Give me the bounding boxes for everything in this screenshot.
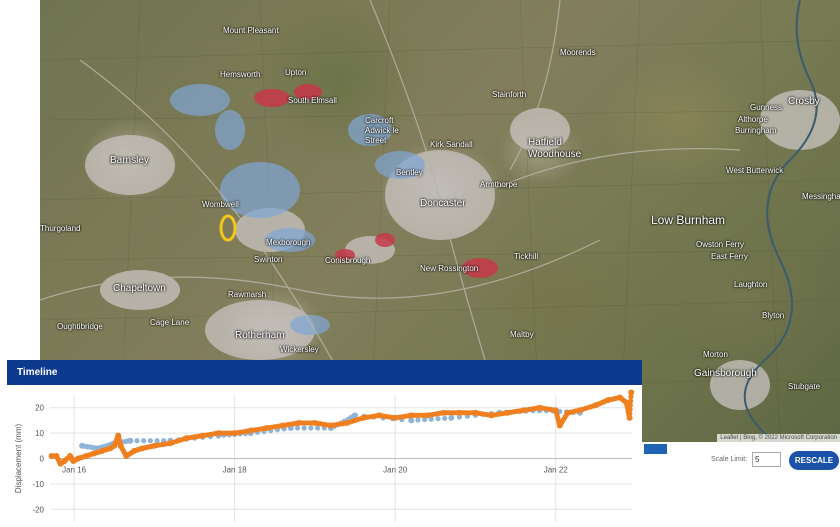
- place-label: Mexborough: [266, 238, 311, 247]
- timeline-panel: Timeline 20 10 0 -10 -20 Jan 16 Jan 18 Jan 20 Ja…: [7, 360, 642, 527]
- data-point: [627, 406, 633, 412]
- y-tick-label: -10: [32, 480, 44, 489]
- place-label: Carcroft Adwick le Street: [365, 116, 399, 145]
- place-label: New Rossington: [420, 264, 479, 273]
- map-attribution[interactable]: Leaflet | Bing, © 2022 Microsoft Corpora…: [717, 434, 840, 442]
- place-label: Blyton: [762, 311, 785, 320]
- place-label: Wombwell: [202, 200, 239, 209]
- legend-color-tab[interactable]: [644, 444, 667, 454]
- place-label: Hemsworth: [220, 70, 261, 79]
- place-label: Chapeltown: [113, 283, 166, 294]
- place-label: Barnsley: [110, 155, 149, 166]
- data-point: [628, 398, 634, 404]
- place-label: East Ferry: [711, 252, 748, 261]
- data-point: [428, 416, 434, 422]
- place-label: Armthorpe: [480, 180, 518, 189]
- place-label: Morton: [703, 350, 728, 359]
- place-label: Bentley: [396, 168, 423, 177]
- data-point: [127, 437, 134, 444]
- data-point: [147, 438, 153, 444]
- place-label: Moorends: [560, 48, 596, 57]
- rescale-button[interactable]: RESCALE: [789, 451, 839, 470]
- data-point: [626, 414, 633, 421]
- place-label: West Butterwick: [726, 166, 784, 175]
- place-label: Cage Lane: [150, 318, 190, 327]
- scale-limit-input[interactable]: [752, 452, 781, 467]
- data-point: [141, 438, 147, 444]
- y-tick-label: 0: [40, 455, 45, 464]
- data-point: [408, 417, 415, 424]
- place-label: Kirk Sandall: [430, 140, 473, 149]
- data-point: [352, 412, 359, 419]
- data-point: [422, 416, 428, 423]
- data-point: [294, 425, 301, 431]
- place-label: Upton: [285, 68, 307, 77]
- place-label: Swinton: [254, 255, 283, 264]
- data-point: [628, 389, 635, 396]
- data-point: [627, 411, 633, 417]
- x-tick-label: Jan 18: [223, 466, 248, 475]
- x-tick-label: Jan 20: [383, 466, 408, 475]
- data-point: [134, 438, 140, 444]
- place-label: Crosby: [788, 96, 820, 107]
- data-point: [456, 414, 463, 420]
- scale-limit-label: Scale Limit:: [711, 456, 748, 463]
- place-label: Tickhill: [514, 252, 539, 261]
- place-label: Gainsborough: [694, 368, 757, 379]
- place-label: Burringham: [735, 126, 777, 135]
- place-label: Low Burnham: [651, 213, 726, 227]
- y-tick-label: 20: [35, 404, 44, 413]
- place-label: Rawmarsh: [228, 290, 267, 299]
- displacement-chart: 20 10 0 -10 -20 Jan 16 Jan 18 Jan 20 Jan 22 Displ…: [14, 389, 635, 522]
- place-label: Conisbrough: [325, 256, 371, 265]
- place-label: South Elmsall: [288, 96, 337, 105]
- data-point: [442, 415, 448, 421]
- place-label: Messingham: [802, 192, 840, 201]
- y-tick-label: -20: [32, 505, 44, 514]
- x-tick-label: Jan 16: [62, 466, 87, 475]
- place-label: Stainforth: [492, 90, 527, 99]
- data-point: [154, 438, 160, 444]
- place-label: Mount Pleasant: [223, 26, 279, 35]
- place-label: Thurgoland: [40, 224, 81, 233]
- place-label: Wickersley: [280, 345, 319, 354]
- data-point: [448, 414, 455, 421]
- timeline-title: Timeline: [7, 360, 642, 385]
- y-axis-label: Displacement (mm): [14, 423, 23, 493]
- place-label: Althorpe: [738, 115, 768, 124]
- selection-marker: [219, 214, 237, 242]
- data-point: [308, 425, 314, 431]
- place-label: Rotherham: [235, 330, 285, 341]
- place-label: Owston Ferry: [696, 240, 745, 249]
- data-point: [435, 416, 441, 422]
- data-point: [628, 394, 634, 400]
- place-label: Maltby: [510, 330, 534, 339]
- data-point: [314, 425, 321, 431]
- place-label: Gunness: [750, 103, 783, 112]
- data-point: [301, 425, 307, 431]
- place-label: Hatfield Woodhouse: [528, 137, 582, 160]
- map-overlay: [40, 0, 840, 442]
- place-label: Stubgate: [788, 382, 821, 391]
- place-label: Doncaster: [420, 198, 466, 209]
- data-point: [415, 417, 421, 423]
- data-point: [627, 402, 633, 408]
- y-tick-label: 10: [35, 429, 44, 438]
- place-label: Oughtibridge: [57, 322, 103, 331]
- x-tick-label: Jan 22: [544, 466, 569, 475]
- place-label: Laughton: [734, 280, 768, 289]
